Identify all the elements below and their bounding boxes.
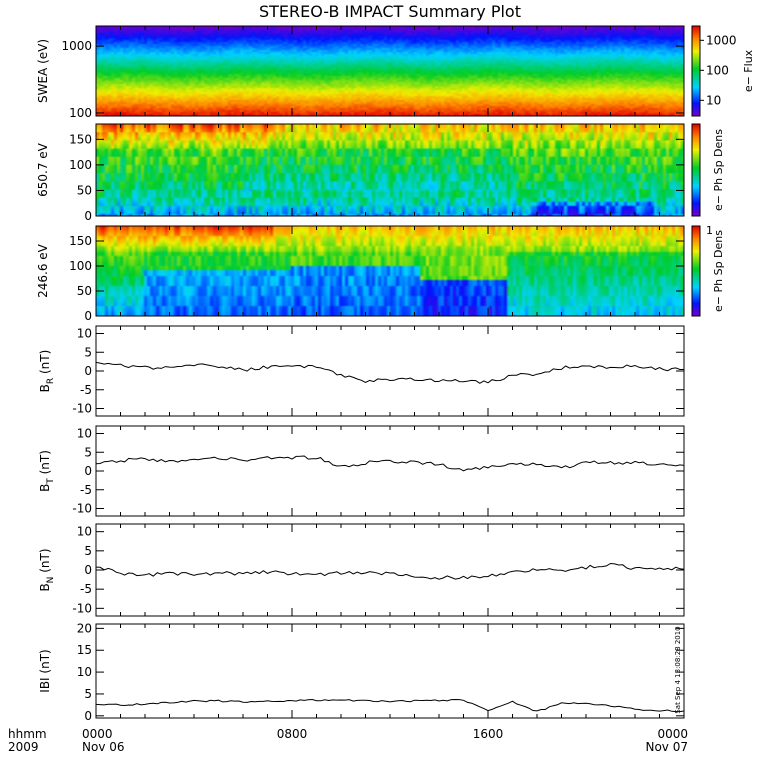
panel-frame-bn (95, 523, 685, 617)
series-line-bt (95, 455, 685, 472)
panel-frame-bmag (95, 623, 685, 719)
y-tick-label-pad650-3: 0 (84, 209, 92, 223)
series-line-bn (95, 562, 685, 580)
y-tick-label-bmag-0: 20 (77, 621, 92, 635)
series-line-br (95, 361, 684, 384)
y-tick-label-bmag-1: 15 (77, 643, 92, 657)
y-axis-label-pad246: 246.6 eV (36, 243, 50, 298)
y-tick-label-bn-1: 5 (84, 544, 92, 558)
y-axis-label-bmag: IBI (nT) (38, 649, 52, 692)
series-line-bmag (95, 698, 685, 713)
colorbar-label-swea: e− Flux (742, 49, 755, 92)
y-tick-label-swea-0: 1000 (61, 39, 92, 53)
y-tick-label-pad246-3: 0 (84, 309, 92, 323)
y-tick-label-br-0: 10 (77, 327, 92, 341)
y-tick-label-pad246-2: 50 (77, 284, 92, 298)
colorbar-tick-label-swea-0: 1000 (706, 33, 737, 47)
y-tick-label-bt-4: -10 (72, 502, 92, 516)
x-tick-label-0: 0000 (82, 727, 113, 741)
y-axis-label-bt: BT (nT) (38, 450, 56, 492)
y-axis-label-bn: BN (nT) (38, 548, 56, 591)
colorbar-pad246 (691, 225, 701, 317)
y-axis-label-swea: SWEA (eV) (36, 39, 50, 103)
y-tick-label-bmag-2: 10 (77, 665, 92, 679)
y-tick-label-bt-2: 0 (84, 464, 92, 478)
y-tick-label-bn-0: 10 (77, 525, 92, 539)
y-tick-label-bt-3: -5 (80, 483, 92, 497)
y-tick-label-bmag-4: 0 (84, 709, 92, 723)
y-tick-label-pad246-1: 100 (69, 259, 92, 273)
y-tick-label-pad650-1: 100 (69, 158, 92, 172)
y-tick-label-bn-3: -5 (80, 582, 92, 596)
colorbar-tick-label-pad246-0: 1 (706, 224, 713, 237)
colorbar-tick-label-swea-1: 100 (706, 63, 729, 77)
colorbar-pad650 (691, 123, 701, 217)
y-tick-label-bt-1: 5 (84, 445, 92, 459)
colorbar-tick-label-swea-2: 10 (706, 93, 721, 107)
y-tick-label-br-4: -10 (72, 402, 92, 416)
y-tick-label-bmag-3: 5 (84, 687, 92, 701)
panel-frame-bt (95, 425, 685, 517)
pad-650-spectrogram (96, 124, 684, 216)
y-tick-label-bt-0: 10 (77, 427, 92, 441)
pad-246-spectrogram (96, 226, 684, 316)
x-date-label-0: Nov 06 (82, 740, 125, 754)
panel-frame-br (95, 325, 685, 417)
colorbar-label-pad246: e− Ph Sp Dens (712, 230, 725, 312)
x-tick-label-2: 1600 (473, 727, 504, 741)
x-date-label-1: Nov 07 (645, 740, 688, 754)
x-axis-time-label: hhmm (8, 727, 47, 741)
y-tick-label-pad650-0: 150 (69, 132, 92, 146)
colorbar-swea (691, 25, 701, 117)
y-tick-label-br-1: 5 (84, 345, 92, 359)
y-tick-label-br-3: -5 (80, 383, 92, 397)
y-tick-label-bn-4: -10 (72, 601, 92, 615)
y-axis-label-pad650: 650.7 eV (36, 142, 50, 197)
swea-spectrogram (96, 26, 684, 116)
y-tick-label-pad246-0: 150 (69, 234, 92, 248)
x-tick-label-3: 0000 (657, 727, 688, 741)
y-tick-label-bn-2: 0 (84, 563, 92, 577)
run-date-footnote: Sat Sep 4 13:08:28 2010 (674, 626, 682, 713)
x-axis-year-label: 2009 (8, 740, 39, 754)
y-tick-label-pad650-2: 50 (77, 183, 92, 197)
plot-title: STEREO-B IMPACT Summary Plot (259, 2, 521, 21)
x-tick-label-1: 0800 (277, 727, 308, 741)
colorbar-label-pad650: e− Ph Sp Dens (712, 129, 725, 211)
y-tick-label-br-2: 0 (84, 364, 92, 378)
y-axis-label-br: BR (nT) (38, 350, 56, 393)
y-tick-label-swea-1: 100 (69, 106, 92, 120)
